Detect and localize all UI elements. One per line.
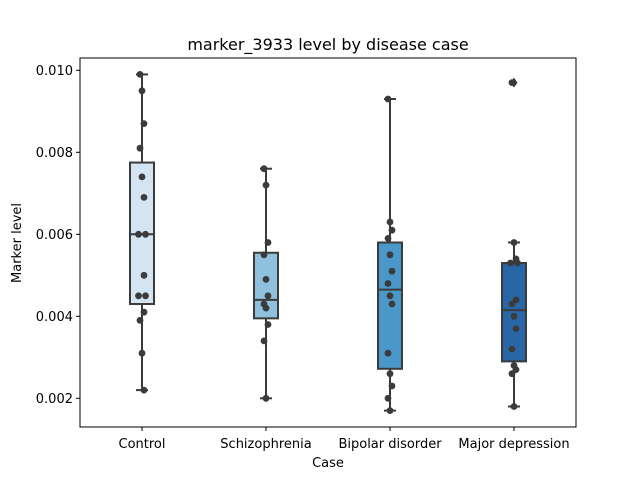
y-tick-label: 0.006 xyxy=(36,228,73,243)
data-point xyxy=(260,251,268,259)
x-axis-label: Case xyxy=(312,456,344,471)
data-point xyxy=(138,349,146,357)
data-point xyxy=(140,271,148,279)
data-point xyxy=(384,280,392,287)
data-point xyxy=(140,194,148,201)
data-point xyxy=(508,300,516,308)
data-point xyxy=(507,259,514,267)
x-tick-label: Control xyxy=(119,437,166,452)
plot-marks xyxy=(129,71,527,414)
plot-frame xyxy=(79,57,577,428)
data-point xyxy=(388,226,396,234)
data-point xyxy=(508,370,516,378)
swarm-group-1 xyxy=(260,165,272,402)
box-3 xyxy=(501,262,527,363)
data-point xyxy=(140,308,148,316)
data-point xyxy=(260,165,268,173)
data-point xyxy=(510,312,518,320)
data-point xyxy=(142,292,149,300)
data-point xyxy=(386,407,394,414)
data-point xyxy=(512,325,520,332)
x-tick-label: Major depression xyxy=(458,437,569,452)
data-point xyxy=(136,144,144,152)
data-point xyxy=(138,87,146,95)
data-point xyxy=(386,218,394,226)
axes-group: 0.002 0.004 0.006 0.008 0.010 Control Schizoph… xyxy=(36,57,577,452)
data-point xyxy=(138,173,146,181)
y-tick-label: 0.002 xyxy=(36,392,73,407)
x-tick-label: Bipolar disorder xyxy=(338,437,442,452)
data-point xyxy=(384,95,392,103)
data-point xyxy=(388,267,396,275)
data-point xyxy=(136,317,144,324)
data-point xyxy=(262,304,270,312)
data-point xyxy=(510,239,518,246)
y-axis-label: Marker level xyxy=(10,203,25,283)
data-point xyxy=(514,259,521,267)
data-point xyxy=(140,120,148,127)
box-1 xyxy=(253,251,279,320)
y-tick-label: 0.008 xyxy=(36,146,73,161)
box-0 xyxy=(129,161,155,305)
data-point xyxy=(384,235,392,242)
data-point xyxy=(262,394,270,402)
data-point xyxy=(264,239,272,246)
data-point xyxy=(386,251,394,259)
data-point xyxy=(384,349,392,357)
y-tick-label: 0.004 xyxy=(36,310,73,325)
box-group-0 xyxy=(129,73,155,392)
data-point xyxy=(388,300,396,308)
y-tick-label: 0.010 xyxy=(36,64,73,79)
data-point xyxy=(140,386,148,394)
swarm-group-0 xyxy=(135,71,149,394)
data-point xyxy=(388,382,396,390)
data-point xyxy=(135,292,142,300)
data-point xyxy=(260,337,268,345)
data-point xyxy=(136,71,144,78)
x-tick-label: Schizophrenia xyxy=(220,437,311,452)
data-point xyxy=(508,79,516,86)
data-point xyxy=(386,370,394,378)
data-point xyxy=(510,403,518,410)
data-point xyxy=(264,321,272,328)
data-point xyxy=(386,292,394,300)
data-point xyxy=(262,276,270,283)
data-point xyxy=(384,394,392,402)
data-point xyxy=(135,230,142,238)
data-point xyxy=(142,230,149,238)
chart-title: marker_3933 level by disease case xyxy=(187,35,468,55)
swarm-group-3 xyxy=(507,79,521,410)
swarm-group-2 xyxy=(384,95,396,414)
data-point xyxy=(264,292,272,300)
data-point xyxy=(262,181,270,189)
data-point xyxy=(508,345,516,353)
